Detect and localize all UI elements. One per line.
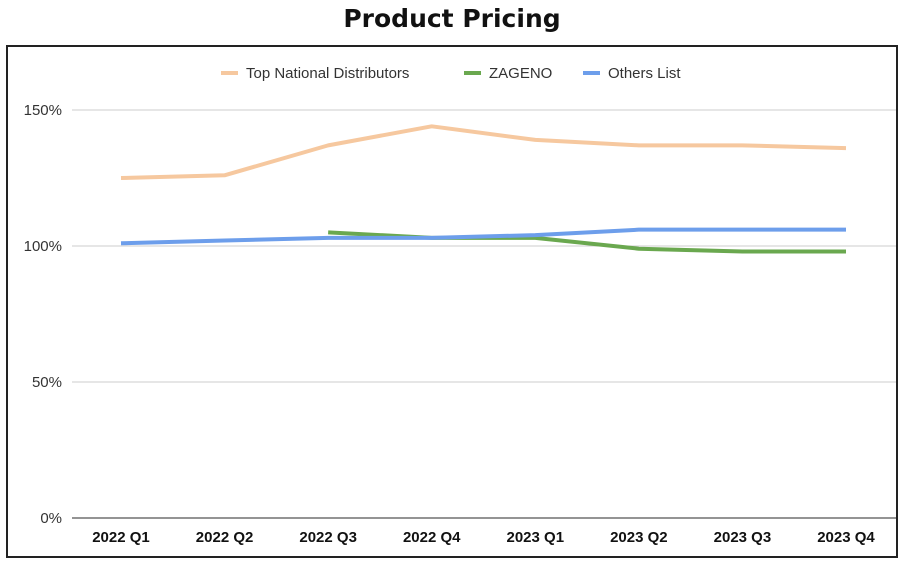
y-tick-label: 50% (32, 374, 62, 391)
series-others-list (120, 227, 846, 246)
y-tick-label: 100% (24, 238, 62, 255)
x-tick-label: 2022 Q4 (403, 529, 461, 546)
x-tick-label: 2022 Q1 (92, 529, 150, 546)
series-line (120, 227, 846, 246)
x-tick-label: 2023 Q3 (714, 529, 772, 546)
x-tick-label: 2022 Q2 (196, 529, 254, 546)
x-tick-label: 2023 Q1 (507, 529, 565, 546)
series-line (120, 124, 847, 180)
legend-label: ZAGENO (489, 65, 552, 82)
legend-label: Others List (608, 65, 681, 82)
legend: Top National Distributors ZAGENO Others Li… (221, 65, 681, 82)
series-line (328, 230, 846, 254)
x-tick-label: 2022 Q3 (299, 529, 357, 546)
series-top-national-distributors (120, 124, 847, 180)
x-axis-ticks: 2022 Q1 2022 Q2 2022 Q3 2022 Q4 2023 Q1 2023 … (92, 529, 875, 546)
legend-label: Top National Distributors (246, 65, 409, 82)
series-lines (120, 124, 847, 254)
chart-title: Product Pricing (343, 4, 561, 33)
y-axis-ticks: 0% 50% 100% 150% (24, 102, 62, 527)
x-tick-label: 2023 Q4 (817, 529, 875, 546)
gridlines (72, 109, 896, 519)
y-tick-label: 150% (24, 102, 62, 119)
x-tick-label: 2023 Q2 (610, 529, 668, 546)
y-tick-label: 0% (40, 510, 62, 527)
